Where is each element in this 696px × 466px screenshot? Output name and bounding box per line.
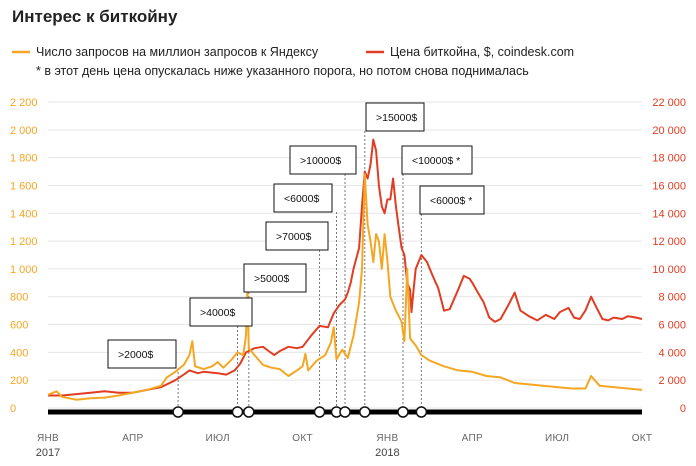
annotation-callout: <6000$ * <box>419 185 485 215</box>
timeline-dot <box>339 406 351 418</box>
annotation-label: <10000$ * <box>412 155 460 167</box>
y-left-tick-label: 1 800 <box>10 153 38 165</box>
timeline-dot <box>397 406 409 418</box>
timeline-dot <box>313 406 326 418</box>
y-left-tick-label: 800 <box>10 292 28 304</box>
x-tick-label: АПР <box>122 433 143 444</box>
y-right-tick-label: 18 000 <box>652 153 686 165</box>
x-tick-label: АПР <box>462 433 483 444</box>
annotation-box <box>289 145 357 175</box>
annotation-box <box>265 221 329 251</box>
timeline-dot <box>231 406 244 418</box>
annotation-label: >4000$ <box>200 307 235 319</box>
x-tick-label: ОКТ <box>292 433 313 444</box>
y-left-tick-label: 1 200 <box>10 236 38 248</box>
x-tick-label: ОКТ <box>632 433 653 444</box>
y-left-tick-label: 1 600 <box>10 180 38 192</box>
x-tick-label: ИЮЛ <box>545 433 569 444</box>
annotation-box <box>365 102 425 132</box>
annotation-box <box>401 145 473 175</box>
y-right-tick-label: 8 000 <box>658 292 686 304</box>
y-right-tick-label: 2 000 <box>658 375 686 387</box>
x-tick-label: ИЮЛ <box>206 433 230 444</box>
annotation-callout: >4000$ <box>189 297 253 327</box>
chart-title: Интерес к биткойну <box>12 7 178 26</box>
timeline-dot <box>415 406 428 418</box>
annotation-callout: <6000$ <box>273 183 333 213</box>
y-left-tick-label: 600 <box>10 320 28 332</box>
y-axis-left: 0 200 400 600 800 1 000 1 200 1 400 1 600 1 800 2 … <box>10 97 38 415</box>
legend: Число запросов на миллион запросов к Янд… <box>12 45 574 78</box>
event-annotations: >2000$ >4000$ >5000$ >7000$ <6000$ >10000$ >15… <box>107 102 485 369</box>
annotation-label: >15000$ <box>376 112 417 124</box>
y-right-tick-label: 0 <box>680 403 686 415</box>
annotation-callout: >5000$ <box>243 263 307 293</box>
y-left-tick-label: 1 000 <box>10 264 38 276</box>
annotation-callout: >2000$ <box>107 339 177 369</box>
y-right-tick-label: 10 000 <box>652 264 686 276</box>
timeline-dot <box>172 406 184 418</box>
x-axis: ЯНВ 2017 АПР ИЮЛ ОКТ ЯНВ 2018 АПР ИЮЛ ОКТ <box>36 433 653 459</box>
y-left-tick-label: 2 000 <box>10 125 38 137</box>
annotation-box <box>419 185 485 215</box>
x-tick-label: ЯНВ <box>37 433 59 444</box>
annotation-box <box>107 339 177 369</box>
annotation-box <box>243 263 307 293</box>
annotation-label: >2000$ <box>118 349 153 361</box>
y-right-tick-label: 16 000 <box>652 180 686 192</box>
series-line-price <box>48 138 643 397</box>
annotation-callout: >10000$ <box>289 145 357 175</box>
y-right-tick-label: 22 000 <box>652 97 686 109</box>
legend-entry-price: Цена биткойна, $, coindesk.com <box>390 45 574 59</box>
annotation-label: <6000$ <box>284 193 319 205</box>
timeline-dot <box>359 406 371 418</box>
y-right-tick-label: 20 000 <box>652 125 686 137</box>
x-tick-label: ЯНВ <box>376 433 398 444</box>
annotation-label: >7000$ <box>276 231 311 243</box>
annotation-label: <6000$ * <box>430 195 472 207</box>
y-right-tick-label: 4 000 <box>658 347 686 359</box>
annotation-box <box>273 183 333 213</box>
legend-entry-interest: Число запросов на миллион запросов к Янд… <box>36 45 319 59</box>
annotation-box <box>189 297 253 327</box>
x-tick-year: 2018 <box>375 447 399 459</box>
annotation-callout: <10000$ * <box>401 145 473 175</box>
x-tick-year: 2017 <box>36 447 60 459</box>
annotation-label: >5000$ <box>254 273 289 285</box>
y-axis-right: 0 2 000 4 000 6 000 8 000 10 000 12 000 14 000 1… <box>652 97 686 415</box>
y-left-tick-label: 0 <box>10 403 16 415</box>
y-left-tick-label: 400 <box>10 347 28 359</box>
y-left-tick-label: 1 400 <box>10 208 38 220</box>
timeline-markers <box>172 406 428 418</box>
y-right-tick-label: 6 000 <box>658 320 686 332</box>
timeline-dot <box>243 406 255 418</box>
annotation-label: >10000$ <box>300 155 341 167</box>
series-line-interest <box>47 173 643 401</box>
annotation-callout: >7000$ <box>265 221 329 251</box>
y-left-tick-label: 2 200 <box>10 97 38 109</box>
annotation-callout: >15000$ <box>365 102 425 132</box>
legend-footnote: * в этот день цена опускалась ниже указа… <box>36 64 529 78</box>
y-left-tick-label: 200 <box>10 375 28 387</box>
y-right-tick-label: 12 000 <box>652 236 686 248</box>
y-right-tick-label: 14 000 <box>652 208 686 220</box>
